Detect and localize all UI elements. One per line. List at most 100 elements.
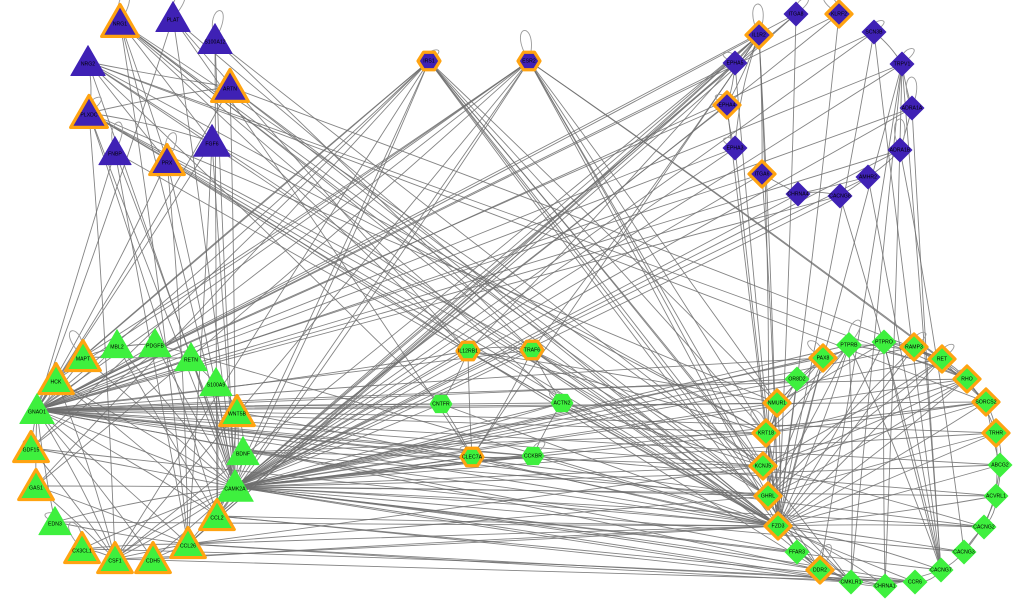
node-shape-hexagon[interactable] <box>459 446 485 468</box>
node-shape-diamond[interactable] <box>872 573 898 599</box>
node-shape-diamond[interactable] <box>987 452 1013 478</box>
node-shape-triangle[interactable] <box>63 530 101 565</box>
node-shape-triangle[interactable] <box>193 124 231 157</box>
node-shape-diamond[interactable] <box>861 19 887 45</box>
graph-node-amhr2[interactable]: AMHR2 <box>855 164 881 190</box>
graph-node-ptpro[interactable]: PTPRO <box>871 329 897 355</box>
node-shape-diamond[interactable] <box>952 364 982 394</box>
graph-node-mapt[interactable]: MAPT <box>64 338 102 373</box>
node-shape-diamond[interactable] <box>751 418 781 448</box>
node-shape-diamond[interactable] <box>871 329 897 355</box>
graph-node-nrg1[interactable]: NRG1 <box>100 2 140 38</box>
node-shape-triangle[interactable] <box>96 540 134 575</box>
graph-node-mbl2[interactable]: MBL2 <box>100 329 134 359</box>
node-shape-triangle[interactable] <box>38 506 72 536</box>
graph-node-il1r2[interactable]: IL1R2 <box>744 20 774 50</box>
graph-node-esr2[interactable]: ESR2 <box>516 50 542 72</box>
graph-node-abcg2[interactable]: ABCG2 <box>987 452 1013 478</box>
node-shape-diamond[interactable] <box>836 332 862 358</box>
graph-node-plat[interactable]: PLAT <box>155 1 191 32</box>
node-shape-diamond[interactable] <box>808 343 838 373</box>
graph-node-irs1[interactable]: IRS1 <box>416 50 442 72</box>
graph-node-ccr6[interactable]: CCR6 <box>902 569 928 595</box>
node-shape-diamond[interactable] <box>784 366 810 392</box>
graph-node-klrf2[interactable]: KLRF2 <box>824 0 854 29</box>
node-shape-triangle[interactable] <box>216 469 254 502</box>
node-shape-triangle[interactable] <box>199 367 233 397</box>
graph-node-traf6[interactable]: TRAF6 <box>519 339 545 361</box>
node-shape-diamond[interactable] <box>983 483 1009 509</box>
node-shape-diamond[interactable] <box>971 387 1001 417</box>
node-shape-triangle[interactable] <box>226 436 260 466</box>
node-shape-diamond[interactable] <box>753 481 783 511</box>
node-shape-triangle[interactable] <box>70 45 106 76</box>
node-shape-diamond[interactable] <box>748 451 778 481</box>
node-shape-diamond[interactable] <box>827 183 853 209</box>
graph-node-chrna4[interactable]: CHRNA4 <box>785 181 811 207</box>
node-shape-triangle[interactable] <box>198 497 236 532</box>
node-shape-diamond[interactable] <box>899 95 925 121</box>
node-shape-triangle[interactable] <box>64 338 102 373</box>
graph-node-nrg2[interactable]: NRG2 <box>70 45 106 76</box>
graph-node-clec7a[interactable]: CLEC7A <box>459 446 485 468</box>
node-shape-triangle[interactable] <box>17 467 55 502</box>
node-shape-hexagon[interactable] <box>519 339 545 361</box>
node-shape-triangle[interactable] <box>169 525 207 560</box>
graph-node-adra1a[interactable]: ADRA1A <box>899 95 925 121</box>
node-shape-diamond[interactable] <box>712 90 742 120</box>
node-shape-diamond[interactable] <box>722 135 748 161</box>
node-shape-diamond[interactable] <box>722 50 748 76</box>
graph-node-edn3[interactable]: EDN3 <box>38 506 72 536</box>
graph-node-il12rb1[interactable]: IL12RB1 <box>455 340 481 362</box>
node-shape-diamond[interactable] <box>838 569 864 595</box>
node-shape-triangle[interactable] <box>155 1 191 32</box>
graph-node-s100a12[interactable]: S100A12 <box>197 23 233 54</box>
node-shape-diamond[interactable] <box>784 539 810 565</box>
node-shape-hexagon[interactable] <box>429 394 453 414</box>
node-shape-hexagon[interactable] <box>521 446 545 466</box>
node-shape-diamond[interactable] <box>928 557 954 583</box>
node-shape-diamond[interactable] <box>805 555 835 585</box>
node-shape-hexagon[interactable] <box>516 50 542 72</box>
graph-node-scn3b[interactable]: SCN3B <box>861 19 887 45</box>
node-shape-diamond[interactable] <box>747 159 777 189</box>
graph-node-itga6[interactable]: ITGA6 <box>747 159 777 189</box>
node-shape-diamond[interactable] <box>927 344 957 374</box>
node-shape-triangle[interactable] <box>37 361 75 396</box>
graph-node-trhr[interactable]: TRHR <box>981 418 1011 448</box>
graph-node-trpv1[interactable]: TRPV1 <box>889 51 915 77</box>
node-shape-triangle[interactable] <box>100 2 140 38</box>
node-shape-diamond[interactable] <box>783 1 809 27</box>
node-shape-diamond[interactable] <box>971 514 997 540</box>
node-shape-triangle[interactable] <box>148 142 186 177</box>
node-shape-hexagon[interactable] <box>416 50 442 72</box>
node-shape-diamond[interactable] <box>902 569 928 595</box>
node-shape-diamond[interactable] <box>824 0 854 29</box>
node-shape-triangle[interactable] <box>98 136 132 166</box>
node-shape-triangle[interactable] <box>12 429 50 464</box>
node-shape-diamond[interactable] <box>855 164 881 190</box>
node-shape-triangle[interactable] <box>19 393 55 424</box>
node-shape-triangle[interactable] <box>134 540 172 575</box>
node-shape-diamond[interactable] <box>899 332 929 362</box>
node-shape-diamond[interactable] <box>763 511 793 541</box>
node-shape-triangle[interactable] <box>210 67 250 103</box>
node-shape-diamond[interactable] <box>889 51 915 77</box>
node-shape-triangle[interactable] <box>138 328 172 358</box>
node-shape-hexagon[interactable] <box>455 340 481 362</box>
node-shape-triangle[interactable] <box>197 23 233 54</box>
node-shape-hexagon[interactable] <box>550 393 574 413</box>
graph-node-acvrl1[interactable]: ACVRL1 <box>983 483 1009 509</box>
graph-node-chrna1[interactable]: CHRNA1 <box>872 573 898 599</box>
graph-node-fgf6[interactable]: FGF6 <box>193 124 231 157</box>
node-shape-diamond[interactable] <box>744 20 774 50</box>
node-shape-diamond[interactable] <box>951 539 977 565</box>
graph-node-pdgfb[interactable]: PDGFB <box>138 328 172 358</box>
graph-node-cacng8[interactable]: CACNG8 <box>827 183 853 209</box>
node-shape-diamond[interactable] <box>887 137 913 163</box>
node-shape-triangle[interactable] <box>174 342 208 372</box>
node-shape-diamond[interactable] <box>762 388 792 418</box>
node-shape-triangle[interactable] <box>69 93 109 129</box>
